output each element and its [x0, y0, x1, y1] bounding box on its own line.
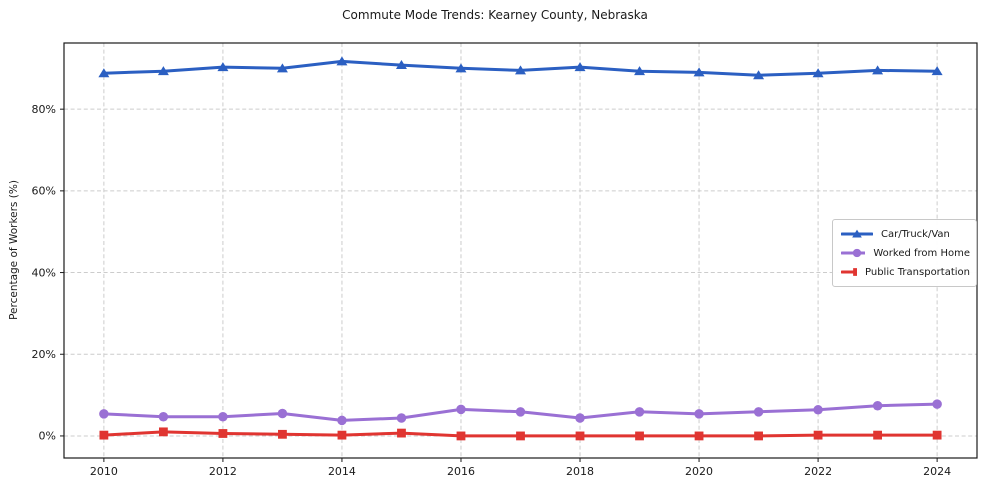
legend-item: Public Transportation: [841, 265, 970, 279]
data-point-marker: [813, 430, 823, 440]
data-point-marker: [931, 66, 943, 76]
data-point-marker: [336, 56, 348, 66]
data-point-marker: [98, 68, 110, 78]
x-tick-label: 2018: [566, 465, 594, 478]
chart-legend: Car/Truck/Van Worked from Home Public Tran…: [832, 219, 977, 287]
data-point-marker: [276, 63, 288, 73]
data-point-marker: [455, 63, 467, 73]
data-point-marker: [872, 400, 883, 411]
data-point-marker: [217, 62, 229, 72]
data-point-marker: [456, 431, 466, 441]
data-point-marker: [395, 60, 407, 70]
y-tick-label: 80%: [32, 103, 56, 116]
data-point-marker: [575, 431, 585, 441]
data-point-marker: [872, 65, 884, 75]
series-public-transportation: [99, 427, 942, 441]
x-tick-label: 2016: [447, 465, 475, 478]
data-point-marker: [337, 415, 347, 426]
data-point-marker: [158, 427, 168, 437]
data-point-marker: [575, 413, 585, 423]
chart-title: Commute Mode Trends: Kearney County, Neb…: [342, 8, 648, 22]
data-point-marker: [515, 65, 526, 75]
x-tick-label: 2024: [923, 465, 951, 478]
data-point-marker: [852, 229, 862, 238]
data-point-marker: [277, 408, 288, 419]
data-point-marker: [634, 66, 646, 76]
data-point-marker: [693, 67, 705, 77]
x-tick-label: 2012: [209, 465, 237, 478]
x-tick-label: 2022: [804, 465, 832, 478]
data-point-marker: [397, 428, 406, 438]
data-point-marker: [99, 409, 109, 419]
data-point-marker: [99, 430, 109, 440]
legend-label: Car/Truck/Van: [881, 228, 950, 240]
data-point-marker: [754, 431, 763, 441]
data-point-marker: [812, 68, 824, 78]
plot-border: [63, 42, 978, 459]
data-point-marker: [694, 431, 704, 441]
data-point-marker: [635, 431, 644, 441]
x-tick-label: 2020: [685, 465, 713, 478]
data-point-marker: [337, 430, 347, 440]
y-tick-label: 20%: [32, 348, 56, 361]
data-point-marker: [694, 409, 704, 419]
data-point-marker: [515, 407, 526, 417]
data-point-marker: [218, 411, 228, 422]
data-point-marker: [396, 413, 407, 423]
data-point-marker: [932, 430, 942, 440]
data-point-marker: [157, 66, 169, 76]
legend-triangle-marker-icon: [841, 229, 873, 238]
data-point-marker: [873, 430, 883, 440]
data-point-marker: [634, 407, 645, 417]
data-point-marker: [516, 431, 525, 441]
y-tick-label: 60%: [32, 185, 56, 198]
y-tick-label: 0%: [39, 430, 56, 443]
series-car-truck-van: [98, 56, 943, 80]
legend-item: Worked from Home: [841, 246, 970, 260]
data-point-marker: [932, 399, 942, 409]
x-tick-label: 2014: [328, 465, 356, 478]
data-point-marker: [456, 404, 466, 415]
data-point-marker: [753, 407, 764, 417]
data-point-marker: [853, 268, 858, 276]
data-point-marker: [278, 429, 287, 439]
data-point-marker: [813, 405, 823, 415]
data-point-marker: [852, 248, 862, 258]
legend-label: Public Transportation: [865, 266, 970, 278]
y-tick-label: 40%: [32, 266, 56, 279]
data-point-marker: [158, 411, 169, 422]
series-worked-from-home: [99, 399, 942, 426]
legend-item: Car/Truck/Van: [841, 227, 970, 241]
x-tick-label: 2010: [90, 465, 118, 478]
data-point-marker: [218, 429, 228, 438]
data-point-marker: [574, 62, 586, 72]
legend-label: Worked from Home: [873, 247, 970, 259]
legend-circle-marker-icon: [841, 248, 866, 258]
data-point-marker: [753, 70, 765, 80]
legend-square-marker-icon: [841, 268, 858, 276]
